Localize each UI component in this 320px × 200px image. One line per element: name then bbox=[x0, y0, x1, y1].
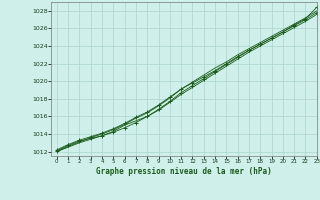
X-axis label: Graphe pression niveau de la mer (hPa): Graphe pression niveau de la mer (hPa) bbox=[96, 167, 272, 176]
